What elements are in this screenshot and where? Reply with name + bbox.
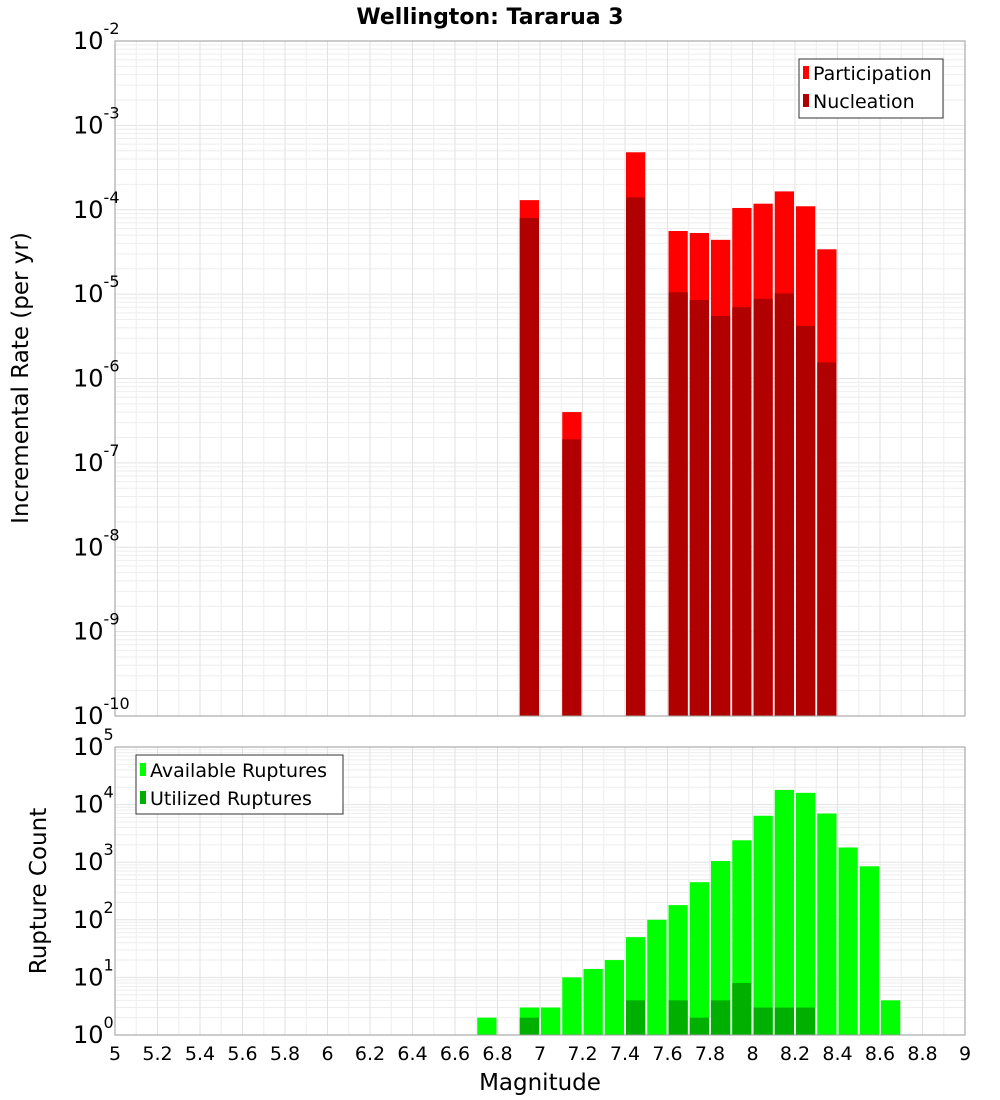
x-axis-label: Magnitude <box>479 1070 601 1096</box>
bar-nucleation <box>753 298 773 716</box>
x-tick-label: 6.2 <box>355 1043 385 1065</box>
y-tick-label: 10-2 <box>73 19 120 55</box>
bar-available-ruptures <box>583 968 603 1035</box>
bar-available-ruptures <box>541 1007 561 1035</box>
legend-swatch-nucleation <box>803 94 809 107</box>
bar-utilized-ruptures <box>796 1007 816 1035</box>
x-tick-label: 7.6 <box>652 1043 682 1065</box>
y-tick-label: 101 <box>73 955 114 991</box>
bottom-y-axis-label: Rupture Count <box>26 808 52 974</box>
top-panel-grid <box>114 40 966 717</box>
y-tick-label: 104 <box>73 783 114 819</box>
legend-label-participation: Participation <box>813 63 932 85</box>
x-tick-label: 7.8 <box>695 1043 725 1065</box>
bar-available-ruptures <box>711 860 731 1035</box>
x-tick-label: 8.2 <box>780 1043 810 1065</box>
bar-nucleation <box>519 217 539 716</box>
y-tick-label: 100 <box>73 1013 114 1049</box>
bar-nucleation <box>817 362 837 716</box>
x-tick-label: 5.8 <box>270 1043 300 1065</box>
bar-utilized-ruptures <box>711 1000 731 1035</box>
top-legend-box <box>798 58 944 119</box>
bottom-legend-box <box>135 754 344 815</box>
bar-available-ruptures <box>562 977 582 1035</box>
x-tick-label: 7.2 <box>567 1043 597 1065</box>
bar-nucleation <box>711 316 731 716</box>
bar-nucleation <box>668 292 688 716</box>
legend-label-utilized-ruptures: Utilized Ruptures <box>150 788 312 810</box>
top-panel-frame <box>114 40 966 717</box>
legend-swatch-available-ruptures <box>140 763 146 776</box>
y-tick-label: 10-6 <box>73 357 120 393</box>
bar-available-ruptures <box>859 866 879 1035</box>
bottom-panel-bars <box>477 789 901 1035</box>
y-tick-label: 103 <box>73 840 114 876</box>
x-tick-label: 5 <box>109 1043 121 1065</box>
x-tick-label: 9 <box>959 1043 971 1065</box>
bar-available-ruptures <box>477 1017 497 1035</box>
bar-available-ruptures <box>647 919 667 1035</box>
y-tick-label: 102 <box>73 898 114 934</box>
x-tick-label: 8.4 <box>822 1043 852 1065</box>
y-tick-label: 10-8 <box>73 525 120 561</box>
legend-swatch-utilized-ruptures <box>140 791 146 804</box>
x-tick-label: 5.2 <box>142 1043 172 1065</box>
y-tick-label: 10-5 <box>73 272 120 308</box>
x-tick-label: 8.6 <box>865 1043 895 1065</box>
chart-title: Wellington: Tararua 3 <box>356 5 623 30</box>
x-tick-label: 6.6 <box>440 1043 470 1065</box>
bar-available-ruptures <box>689 882 709 1035</box>
bar-utilized-ruptures <box>689 1017 709 1035</box>
y-tick-label: 10-9 <box>73 610 120 646</box>
y-tick-label: 10-7 <box>73 441 120 477</box>
bar-utilized-ruptures <box>668 1000 688 1035</box>
y-tick-label: 10-4 <box>73 188 120 224</box>
top-panel-y-ticks: 10-10 10-9 10-8 10-7 10-6 10-5 10-4 10-3 10-2 <box>73 19 130 730</box>
bar-utilized-ruptures <box>753 1007 773 1035</box>
bar-available-ruptures <box>838 847 858 1035</box>
x-tick-label: 6 <box>321 1043 333 1065</box>
legend-label-available-ruptures: Available Ruptures <box>150 760 327 782</box>
top-panel-bars <box>519 152 837 717</box>
bar-utilized-ruptures <box>626 1000 646 1035</box>
bar-nucleation <box>689 300 709 716</box>
bottom-panel-y-ticks: 100 101 102 103 104 105 <box>73 725 114 1049</box>
x-tick-label: 7 <box>534 1043 546 1065</box>
x-tick-label: 6.8 <box>482 1043 512 1065</box>
bar-available-ruptures <box>774 789 794 1035</box>
x-tick-label: 7.4 <box>610 1043 640 1065</box>
bottom-panel-frame <box>114 746 966 1036</box>
bar-nucleation <box>774 293 794 716</box>
top-legend: Participation Nucleation <box>798 58 944 119</box>
bar-nucleation <box>626 197 646 717</box>
legend-swatch-participation <box>803 66 809 79</box>
bar-nucleation <box>796 325 816 716</box>
y-tick-label: 10-10 <box>73 694 130 730</box>
bar-utilized-ruptures <box>519 1017 539 1035</box>
x-axis-ticks: 5 5.2 5.4 5.6 5.8 6 6.2 6.4 6.6 6.8 7 7.2 7.4 7.6 7.8 8… <box>109 1043 971 1065</box>
bar-available-ruptures <box>753 815 773 1035</box>
bar-nucleation <box>562 439 582 716</box>
bar-utilized-ruptures <box>732 982 752 1035</box>
y-tick-label: 10-3 <box>73 103 120 139</box>
bar-available-ruptures <box>796 792 816 1035</box>
y-tick-label: 105 <box>73 725 114 761</box>
x-tick-label: 5.6 <box>227 1043 257 1065</box>
bar-available-ruptures <box>817 813 837 1035</box>
x-tick-label: 8.8 <box>907 1043 937 1065</box>
bar-utilized-ruptures <box>774 1007 794 1035</box>
bar-available-ruptures <box>604 960 624 1035</box>
top-y-axis-label: Incremental Rate (per yr) <box>8 232 34 524</box>
legend-label-nucleation: Nucleation <box>813 91 915 113</box>
x-tick-label: 6.4 <box>397 1043 427 1065</box>
bar-available-ruptures <box>881 1000 901 1035</box>
x-tick-label: 5.4 <box>185 1043 215 1065</box>
x-tick-label: 8 <box>746 1043 758 1065</box>
bar-nucleation <box>732 307 752 716</box>
bottom-legend: Available Ruptures Utilized Ruptures <box>135 754 344 815</box>
